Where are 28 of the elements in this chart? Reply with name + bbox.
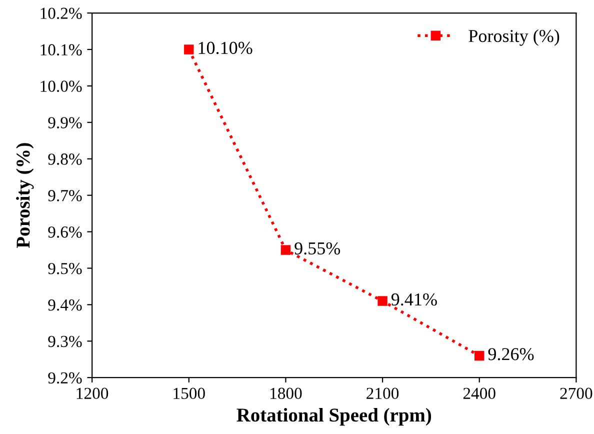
point: [280, 245, 291, 255]
y-tick-label: 9.2%: [48, 372, 82, 384]
legend-label: Porosity (%): [468, 29, 560, 46]
y-tick-label: 9.5%: [48, 262, 82, 274]
y-tick-label: 10.1%: [40, 44, 82, 56]
y-tick-label: 9.6%: [48, 226, 82, 238]
y-tick-label: 9.9%: [48, 117, 82, 128]
data-label: 10.10%: [198, 42, 252, 54]
y-tick-label: 9.4%: [48, 299, 82, 311]
y-tick-label: 9.7%: [48, 190, 82, 202]
point: [474, 350, 484, 361]
x-tick-label: 1800: [270, 388, 302, 400]
data-label: 9.41%: [391, 293, 437, 306]
x-axis-title: Rotational Speed (rpm): [236, 408, 432, 426]
x-tick-label: 2700: [560, 388, 592, 400]
y-tick-label: 9.8%: [48, 154, 82, 165]
y-tick-label: 10.2%: [40, 8, 82, 20]
y-tick-label: 10.0%: [40, 80, 82, 92]
x-tick-label: 2400: [463, 388, 496, 400]
y-tick-label: 9.3%: [48, 336, 82, 348]
data-label: 9.55%: [294, 242, 340, 255]
point: [184, 44, 194, 54]
y-axis-title: Porosity (%): [16, 143, 34, 248]
x-tick-label: 1200: [76, 388, 108, 400]
data-label: 9.26%: [488, 348, 534, 360]
x-tick-label: 2100: [366, 388, 399, 400]
x-tick-label: 1500: [174, 388, 205, 400]
point: [378, 296, 388, 306]
